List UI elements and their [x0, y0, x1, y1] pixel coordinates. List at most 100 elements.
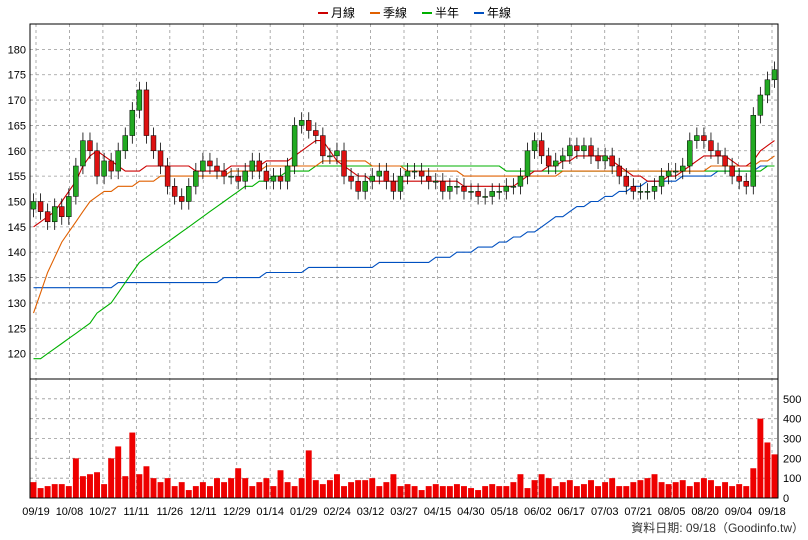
x-tick-label: 01/14 [256, 506, 284, 518]
candle-body [263, 170, 270, 182]
candle-body [447, 186, 453, 192]
candle-body [433, 180, 439, 183]
candle-body [595, 155, 601, 162]
candle-body [609, 155, 615, 167]
x-tick-label: 07/21 [624, 506, 652, 518]
quarter-line [32, 155, 775, 314]
volume-bar [192, 486, 199, 498]
candle-body [623, 175, 630, 187]
candle-body [665, 170, 672, 177]
volume-bar [545, 478, 552, 498]
candle-body [531, 140, 538, 152]
volume-bar [658, 482, 665, 498]
volume-bar [665, 484, 672, 498]
x-tick-label: 02/24 [323, 506, 351, 518]
candle-body [270, 175, 277, 182]
candle-body [736, 175, 742, 182]
credit-text: 資料日期: 09/18（Goodinfo.tw） [631, 521, 804, 535]
candle-body [397, 175, 404, 192]
candle-body [517, 175, 524, 187]
volume-bar [432, 484, 439, 498]
volume-bar [164, 478, 171, 498]
candle-body [30, 201, 37, 210]
candle-body [701, 135, 707, 141]
volume-bar [637, 480, 644, 498]
x-tick-label: 09/19 [22, 506, 50, 518]
volume-bar [411, 486, 418, 498]
candle-body [708, 140, 714, 152]
volume-bar [468, 488, 475, 498]
price-tick-label: 145 [8, 222, 26, 234]
candle-body [524, 150, 531, 177]
volume-bar [312, 480, 319, 498]
candle-body [256, 160, 263, 172]
candle-body [193, 170, 199, 187]
candle-body [200, 160, 206, 172]
legend-label: 季線 [383, 5, 407, 20]
volume-bar [228, 478, 235, 498]
volume-bar [44, 486, 51, 498]
volume-panel-frame [29, 378, 779, 499]
price-tick-label: 160 [8, 146, 26, 158]
volume-bar [390, 474, 397, 498]
candle-body [729, 165, 735, 177]
volume-bar [489, 484, 496, 498]
moving-averages [32, 140, 775, 360]
volume-bar [72, 458, 79, 498]
volume-bar [37, 488, 44, 498]
candle-body [482, 196, 488, 198]
volume-bar [214, 478, 220, 498]
volume-bar [249, 486, 256, 498]
x-tick-label: 09/18 [758, 506, 786, 518]
candle-body [658, 175, 665, 187]
volume-bar [686, 486, 693, 498]
x-tick-label: 08/05 [658, 506, 686, 518]
volume-bar [510, 482, 517, 498]
candle-body [715, 150, 721, 157]
candle-body [291, 125, 298, 167]
candle-body [228, 175, 234, 178]
price-tick-label: 130 [8, 298, 26, 310]
candle-body [743, 180, 749, 187]
volume-bar [397, 486, 404, 498]
candle-body [235, 175, 241, 182]
volume-bar [221, 482, 228, 498]
candle-body [298, 120, 305, 126]
volume-bar [559, 482, 566, 498]
volume-bar [94, 472, 101, 498]
volume-bar [771, 454, 778, 498]
volume-bar [404, 484, 411, 498]
volume-bar [715, 486, 721, 498]
candle-body [630, 186, 637, 192]
candle-body [468, 191, 474, 193]
volume-bar [453, 484, 460, 498]
candle-body [644, 191, 651, 193]
volume-bar [362, 480, 369, 498]
candle-body [87, 140, 93, 152]
candle-body [327, 155, 333, 158]
volume-bar [693, 482, 700, 498]
candle-body [538, 140, 545, 157]
volume-bar [30, 482, 37, 498]
candles [30, 61, 778, 230]
candle-body [214, 165, 220, 172]
volume-bar [369, 478, 376, 498]
volume-bar [291, 486, 298, 498]
x-tick-label: 11/11 [123, 506, 149, 518]
volume-bar [425, 486, 432, 498]
volume-bar [65, 486, 72, 498]
volume-bar [333, 474, 340, 498]
volume-bar [623, 486, 630, 498]
price-tick-label: 135 [8, 273, 26, 285]
candle-body [376, 170, 383, 177]
volume-bar [644, 478, 651, 498]
x-tick-label: 08/20 [691, 506, 719, 518]
volume-bar [270, 486, 277, 498]
volume-bar [418, 490, 425, 498]
candle-body [771, 69, 778, 81]
candle-body [101, 160, 107, 177]
candle-body [581, 145, 587, 152]
legend-label: 年線 [487, 5, 511, 20]
candle-body [186, 186, 192, 202]
